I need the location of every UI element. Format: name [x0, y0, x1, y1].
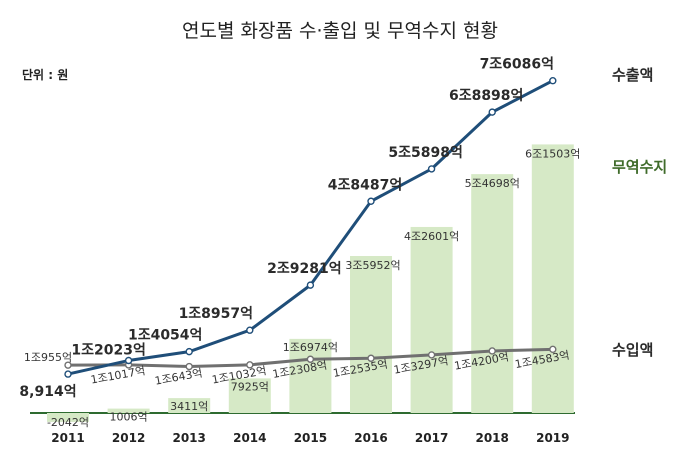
label-export-2018: 6조8898억 — [449, 88, 523, 104]
label-trade-balance-2017: 4조2601억 — [404, 230, 459, 243]
lines-layer — [64, 77, 557, 378]
legend-import: 수입액 — [612, 341, 653, 359]
label-trade-balance-2019: 6조1503억 — [525, 147, 580, 160]
label-export-2016: 4조8487억 — [328, 177, 402, 193]
point-export-2013 — [185, 347, 193, 356]
x-tick-2011: 2011 — [51, 431, 84, 445]
x-tick-2017: 2017 — [415, 431, 448, 445]
point-export-2019 — [549, 77, 557, 85]
bar-trade-balance-2012 — [107, 408, 150, 413]
label-export-2017: 5조5898억 — [388, 145, 462, 161]
bar-trade-balance-2014 — [228, 378, 271, 413]
label-trade-balance-2016: 3조5952억 — [345, 259, 400, 272]
x-tick-2016: 2016 — [354, 431, 387, 445]
label-export-2012: 1조2023억 — [71, 342, 145, 358]
point-export-2011 — [64, 370, 72, 378]
bars-layer — [47, 144, 574, 422]
label-export-2019: 7조6086억 — [480, 57, 554, 73]
label-trade-balance-2014: 7925억 — [231, 380, 269, 393]
x-tick-2015: 2015 — [294, 431, 327, 445]
label-trade-balance-2012: 1006억 — [110, 411, 148, 424]
x-tick-2018: 2018 — [475, 431, 508, 445]
label-export-2011: 8,914억 — [19, 384, 76, 400]
legend-export: 수출액 — [612, 66, 653, 84]
x-tick-2012: 2012 — [112, 431, 145, 445]
point-import-2014 — [246, 361, 254, 369]
x-tick-2019: 2019 — [536, 431, 569, 445]
label-trade-balance-2013: 3411억 — [170, 400, 208, 413]
point-export-2012 — [124, 356, 133, 365]
bar-trade-balance-2011 — [47, 413, 89, 422]
point-export-2016 — [367, 197, 375, 205]
label-trade-balance-2011: -2042억 — [47, 416, 89, 429]
label-trade-balance-2015: 1조6974억 — [283, 341, 338, 354]
bar-trade-balance-2019 — [531, 144, 574, 413]
point-import-2019 — [549, 345, 557, 354]
point-import-2013 — [185, 362, 193, 371]
point-export-2015 — [306, 281, 315, 289]
label-export-2013: 1조4054억 — [128, 328, 202, 344]
x-tick-2014: 2014 — [233, 431, 266, 445]
label-trade-balance-2018: 5조4698억 — [465, 177, 520, 190]
point-import-2017 — [427, 351, 436, 359]
bar-trade-balance-2013 — [168, 398, 211, 413]
bar-trade-balance-2017 — [410, 226, 453, 413]
point-import-2016 — [367, 354, 375, 362]
unit-label: 단위 : 원 — [22, 67, 68, 82]
label-export-2015: 2조9281억 — [267, 261, 341, 277]
bar-trade-balance-2015 — [289, 338, 332, 413]
x-tick-2013: 2013 — [172, 431, 205, 445]
point-import-2018 — [488, 347, 496, 355]
label-import-2013: 1조643억 — [154, 366, 204, 387]
label-export-2014: 1조8957억 — [179, 306, 253, 322]
point-export-2014 — [246, 326, 254, 334]
label-import-2011: 1조955억 — [24, 351, 72, 364]
bar-trade-balance-2018 — [471, 174, 514, 413]
point-import-2015 — [306, 355, 315, 363]
chart-title: 연도별 화장품 수·출입 및 무역수지 현황 — [182, 20, 498, 42]
x-axis: 2011 2012 2013 2014 2015 2016 2017 2018 2019 — [51, 431, 569, 445]
bar-trade-balance-2016 — [350, 255, 392, 413]
point-export-2018 — [488, 108, 496, 116]
point-export-2017 — [427, 165, 436, 173]
legend-trade-balance: 무역수지 — [612, 158, 667, 176]
point-import-2011 — [64, 361, 72, 369]
